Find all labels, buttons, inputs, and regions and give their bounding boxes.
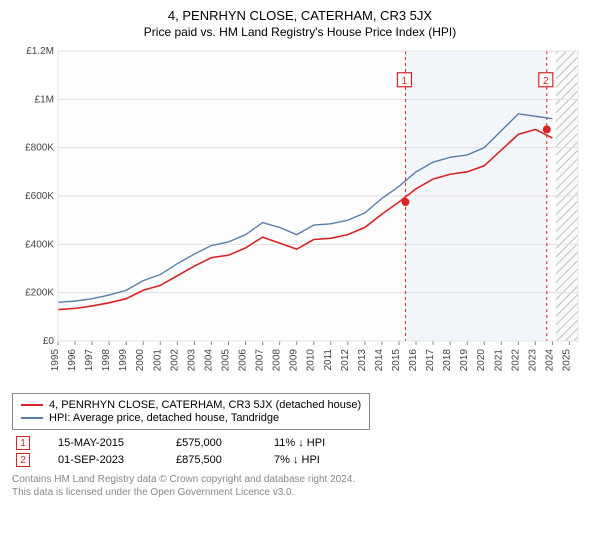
legend-label: HPI: Average price, detached house, Tand… (49, 412, 279, 424)
marker-delta: 7% ↓ HPI (274, 454, 320, 466)
marker-table: 1 15-MAY-2015 £575,000 11% ↓ HPI 2 01-SEP-202… (12, 436, 588, 467)
xtick-label: 2011 (323, 349, 334, 371)
xtick-label: 1996 (67, 349, 78, 372)
xtick-label: 2005 (220, 349, 231, 372)
xtick-label: 2022 (510, 349, 521, 372)
legend-swatch (21, 417, 43, 419)
marker-label-1: 1 (402, 76, 408, 87)
ytick-label: £0 (43, 336, 55, 347)
legend: 4, PENRHYN CLOSE, CATERHAM, CR3 5JX (det… (12, 393, 370, 430)
legend-item: 4, PENRHYN CLOSE, CATERHAM, CR3 5JX (det… (21, 399, 361, 411)
marker-label-2: 2 (543, 76, 549, 87)
xtick-label: 2007 (255, 349, 266, 372)
marker-delta: 11% ↓ HPI (274, 437, 325, 449)
xtick-label: 2018 (442, 349, 453, 372)
ytick-label: £1.2M (26, 46, 54, 57)
xtick-label: 1999 (118, 349, 129, 372)
xtick-label: 2020 (476, 349, 487, 372)
xtick-label: 2025 (561, 349, 572, 372)
xtick-label: 2006 (238, 349, 249, 372)
marker-date: 01-SEP-2023 (58, 454, 148, 466)
xtick-label: 2021 (493, 349, 504, 372)
legend-label: 4, PENRHYN CLOSE, CATERHAM, CR3 5JX (det… (49, 399, 361, 411)
xtick-label: 2014 (374, 349, 385, 372)
marker-price: £875,500 (176, 454, 246, 466)
xtick-label: 2000 (135, 349, 146, 372)
marker-row: 1 15-MAY-2015 £575,000 11% ↓ HPI (16, 436, 588, 450)
xtick-label: 2009 (289, 349, 300, 372)
xtick-label: 1998 (101, 349, 112, 372)
xtick-label: 2024 (544, 349, 555, 372)
ytick-label: £200K (25, 288, 54, 299)
xtick-label: 1995 (50, 349, 61, 372)
legend-item: HPI: Average price, detached house, Tand… (21, 412, 361, 424)
ytick-label: £400K (25, 239, 54, 250)
xtick-label: 2002 (169, 349, 180, 372)
xtick-label: 2003 (186, 349, 197, 372)
xtick-label: 2010 (306, 349, 317, 372)
footnote: Contains HM Land Registry data © Crown c… (12, 473, 588, 499)
marker-row: 2 01-SEP-2023 £875,500 7% ↓ HPI (16, 453, 588, 467)
ytick-label: £1M (35, 94, 54, 105)
xtick-label: 2012 (340, 349, 351, 372)
legend-swatch (21, 404, 43, 406)
xtick-label: 2013 (357, 349, 368, 372)
footnote-line-1: Contains HM Land Registry data © Crown c… (12, 473, 588, 486)
xtick-label: 2004 (203, 349, 214, 372)
footnote-line-2: This data is licensed under the Open Gov… (12, 486, 588, 499)
marker-date: 15-MAY-2015 (58, 437, 148, 449)
xtick-label: 2015 (391, 349, 402, 372)
ytick-label: £800K (25, 143, 54, 154)
marker-box: 1 (16, 436, 30, 450)
xtick-label: 2019 (459, 349, 470, 372)
page: 4, PENRHYN CLOSE, CATERHAM, CR3 5JX Pric… (0, 0, 600, 560)
marker-price: £575,000 (176, 437, 246, 449)
xtick-label: 2001 (152, 349, 163, 372)
xtick-label: 2016 (408, 349, 419, 372)
marker-box: 2 (16, 453, 30, 467)
chart-subtitle: Price paid vs. HM Land Registry's House … (12, 25, 588, 39)
xtick-label: 2017 (425, 349, 436, 372)
xtick-label: 2008 (272, 349, 283, 372)
chart-title: 4, PENRHYN CLOSE, CATERHAM, CR3 5JX (12, 8, 588, 23)
xtick-label: 2023 (527, 349, 538, 372)
xtick-label: 1997 (84, 349, 95, 372)
chart-svg: £0 £200K £400K £600K £800K £1M £1.2M 1995 1996 19… (12, 45, 588, 385)
chart: £0 £200K £400K £600K £800K £1M £1.2M 1995 1996 19… (12, 45, 588, 385)
ytick-label: £600K (25, 191, 54, 202)
